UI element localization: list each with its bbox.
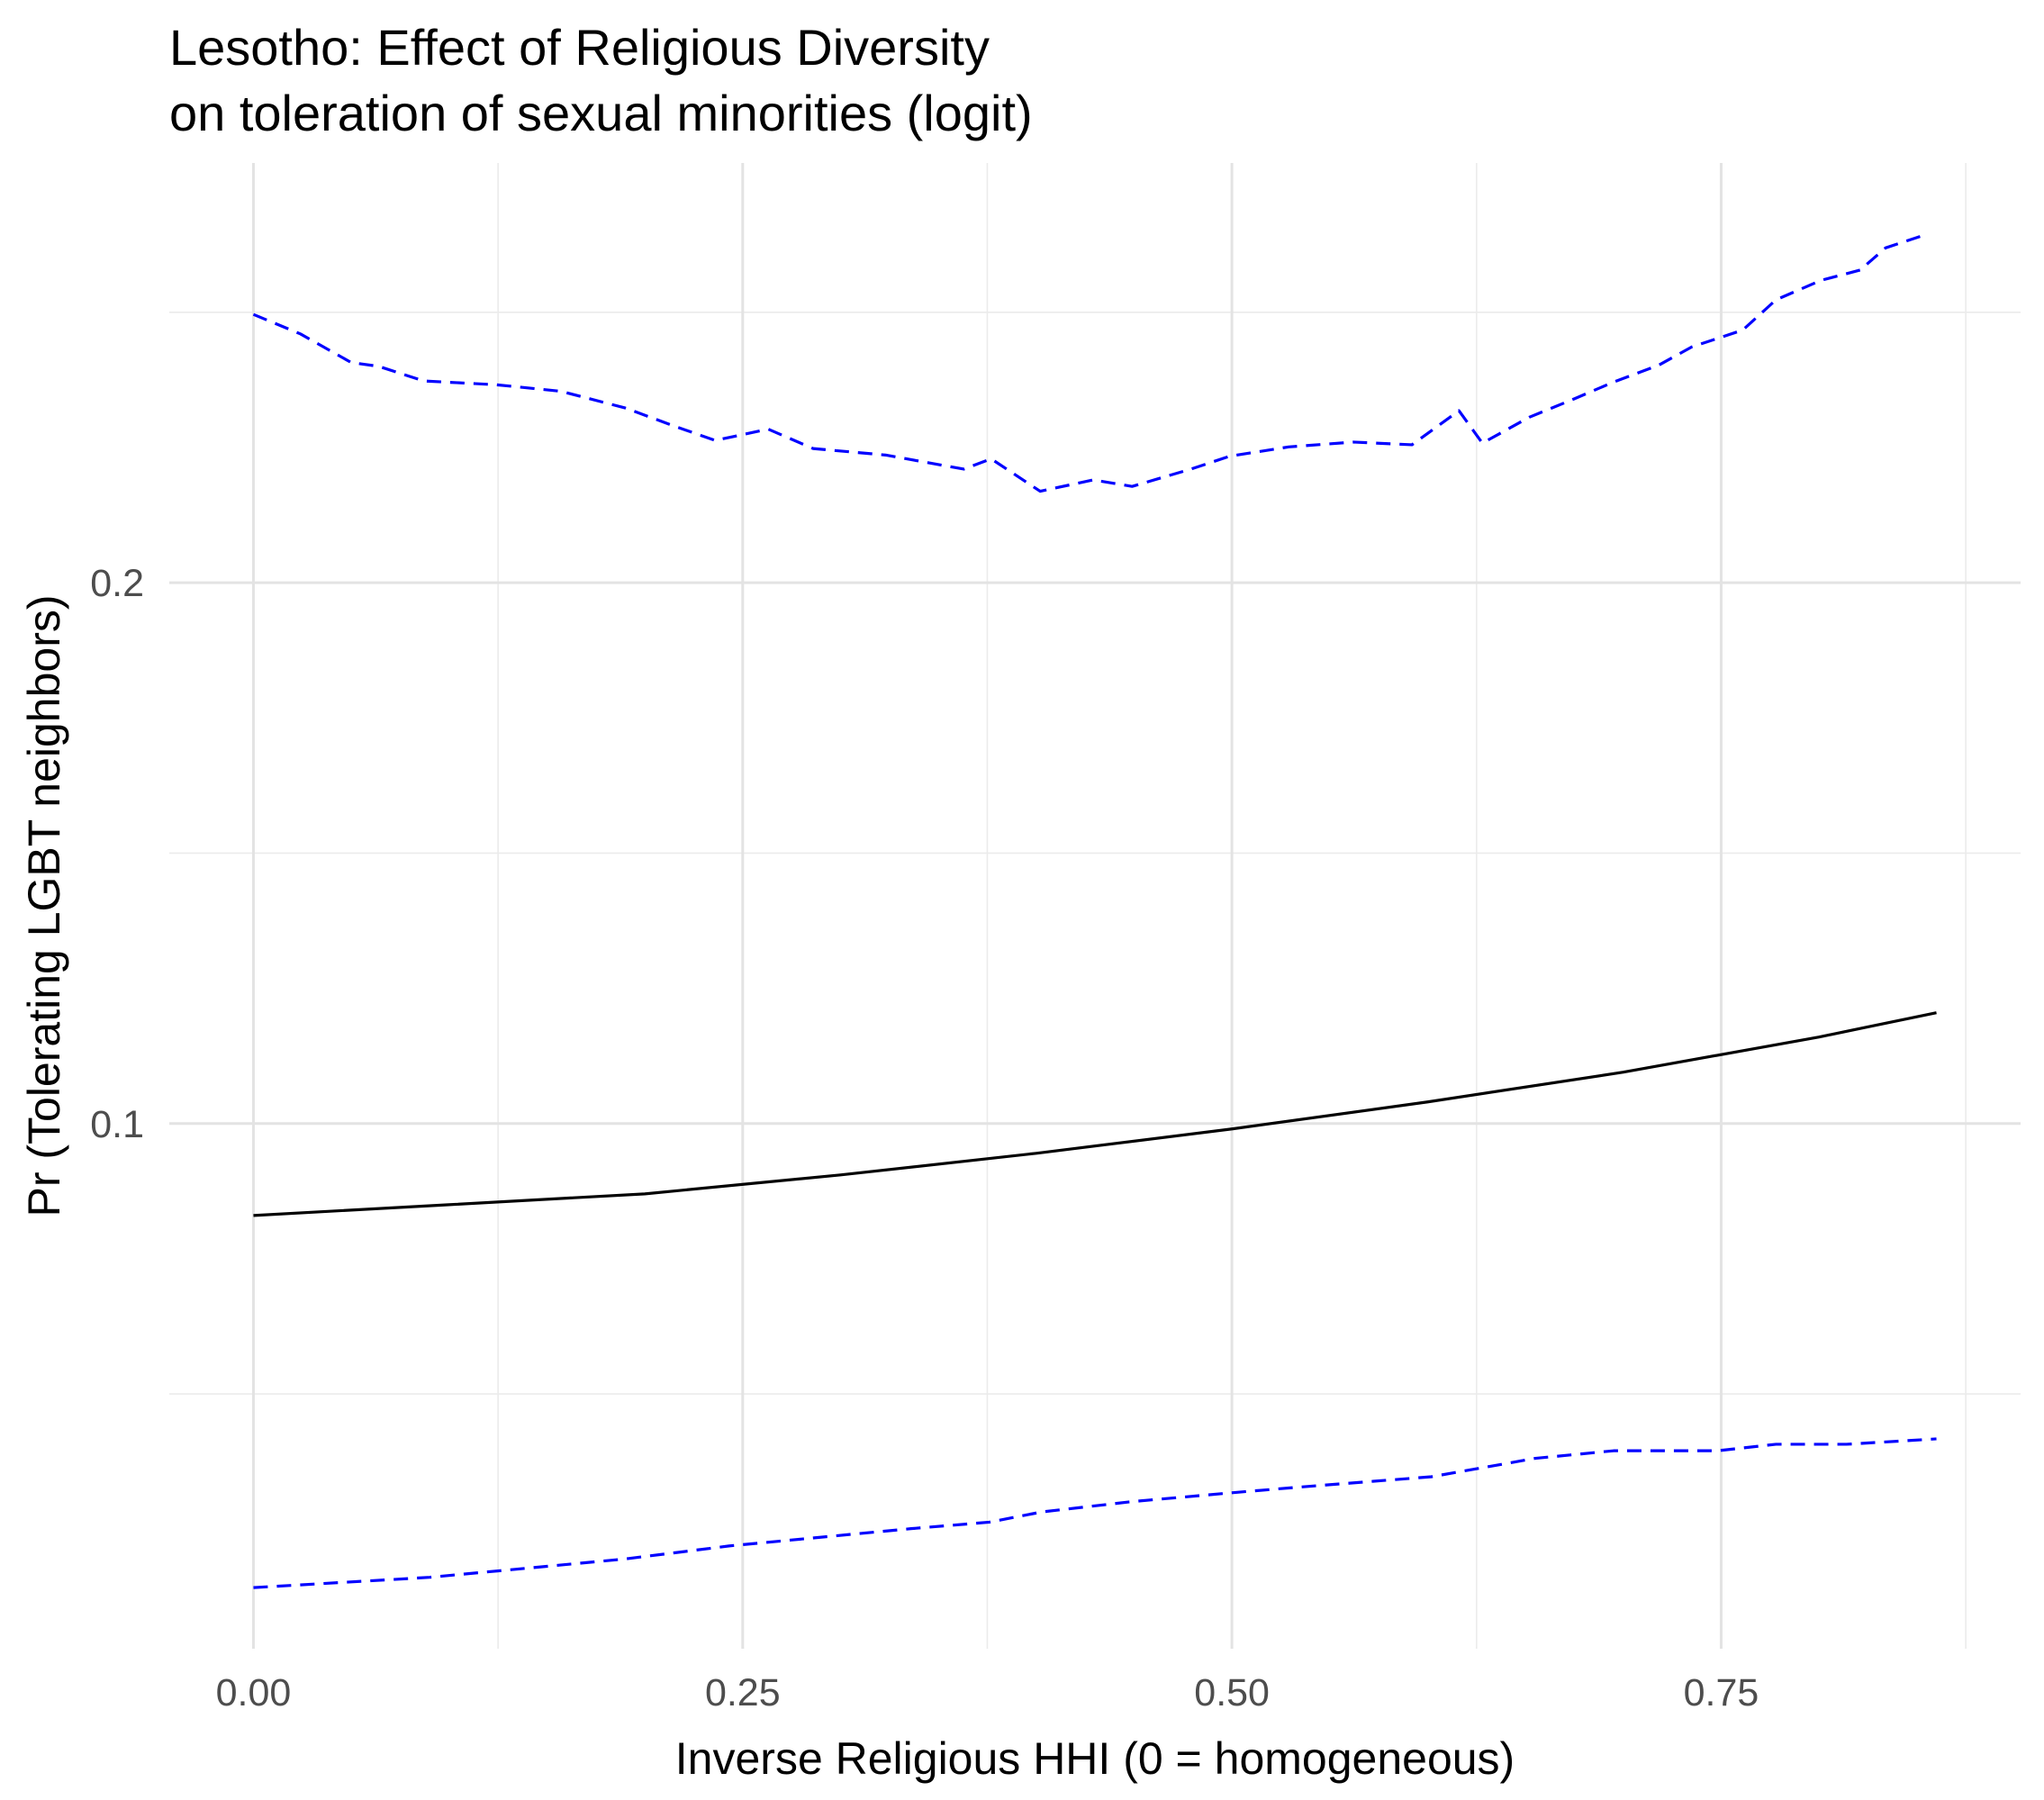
x-tick-label: 0.00 — [216, 1671, 292, 1714]
grid — [169, 163, 2021, 1649]
series-line — [252, 233, 1926, 493]
x-tick-label: 0.25 — [705, 1671, 781, 1714]
lines — [252, 233, 1937, 1589]
x-tick-label: 0.75 — [1684, 1671, 1759, 1714]
series-line — [253, 1437, 1937, 1589]
y-axis-title: Pr (Tolerating LGBT neighbors) — [19, 594, 69, 1217]
series-line — [253, 1011, 1937, 1217]
chart-title: Lesotho: Effect of Religious Diversity — [169, 19, 990, 76]
x-tick-label: 0.50 — [1194, 1671, 1270, 1714]
x-axis-title: Inverse Religious HHI (0 = homogeneous) — [675, 1733, 1515, 1784]
y-tick-label: 0.1 — [90, 1103, 144, 1146]
chart-subtitle: on toleration of sexual minorities (logi… — [169, 85, 1033, 141]
y-tick-label: 0.2 — [90, 562, 144, 605]
